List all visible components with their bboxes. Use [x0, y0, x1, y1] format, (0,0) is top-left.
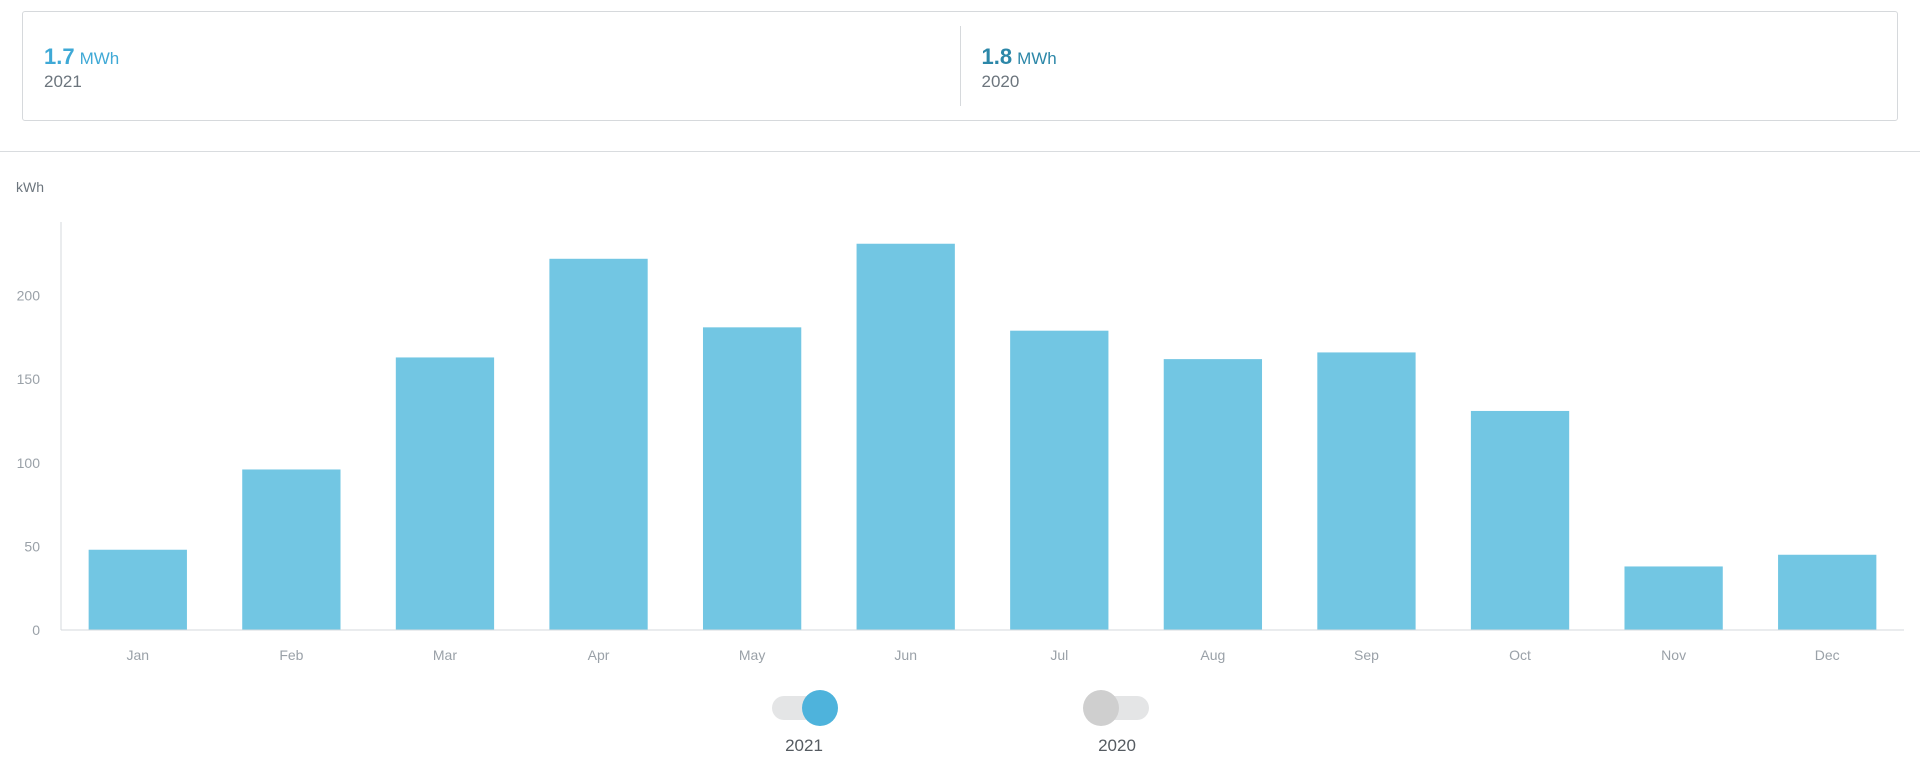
x-tick-label: Dec — [1815, 647, 1840, 663]
legend-label-2020: 2020 — [1098, 736, 1136, 755]
x-tick-label: Jul — [1050, 647, 1068, 663]
x-tick-label: Jun — [894, 647, 917, 663]
y-tick-label: 100 — [17, 455, 41, 471]
series-toggle-2021[interactable] — [772, 690, 838, 726]
y-tick-label: 50 — [24, 538, 40, 554]
y-axis-unit-label: kWh — [16, 179, 44, 195]
x-tick-label: Sep — [1354, 647, 1379, 663]
bar-may[interactable] — [702, 327, 802, 630]
x-tick-label: Nov — [1661, 647, 1686, 663]
x-tick-label: May — [739, 647, 765, 663]
x-tick-label: Mar — [433, 647, 457, 663]
bar-sep[interactable] — [1317, 352, 1416, 630]
bar-nov[interactable] — [1624, 566, 1723, 630]
bar-dec[interactable] — [1778, 554, 1877, 630]
x-axis-ticks: Jan Feb Mar Apr May Jun Jul Aug Sep Oct Nov Dec — [127, 647, 1840, 663]
toggle-knob — [802, 690, 838, 726]
series-toggle-2020[interactable] — [1083, 690, 1149, 726]
summary-unit: MWh — [1017, 49, 1057, 68]
legend-item-2021[interactable]: 2021 — [744, 690, 864, 756]
bar-apr[interactable] — [549, 258, 648, 630]
y-tick-label: 150 — [17, 371, 41, 387]
summary-unit: MWh — [79, 49, 120, 68]
summary-year: 2020 — [981, 72, 1020, 91]
y-tick-label: 200 — [17, 288, 41, 304]
bar-jun[interactable] — [856, 243, 955, 630]
summary-number: 1.8 — [981, 44, 1013, 69]
x-tick-label: Aug — [1200, 647, 1225, 663]
summary-value-2020: 1.8 MWh — [982, 46, 1898, 68]
x-tick-label: Feb — [279, 647, 303, 663]
x-tick-label: Oct — [1509, 647, 1531, 663]
legend-item-2020[interactable]: 2020 — [1057, 690, 1177, 756]
bar-mar[interactable] — [395, 357, 495, 630]
bar-oct[interactable] — [1470, 410, 1570, 630]
x-tick-label: Apr — [588, 647, 610, 663]
bar-aug[interactable] — [1163, 359, 1263, 630]
series-legend: 2021 2020 — [0, 690, 1920, 773]
section-divider — [0, 151, 1920, 152]
bar-jul[interactable] — [1010, 330, 1109, 630]
bar-jan[interactable] — [88, 549, 187, 630]
summary-2021: 1.7 MWh 2021 — [23, 12, 960, 120]
monthly-energy-bar-chart: kWh 0 50 100 150 200 Jan Feb Mar Apr May Jun Jul Au… — [16, 179, 1904, 663]
legend-label-2021: 2021 — [785, 736, 823, 755]
bar-feb[interactable] — [242, 469, 341, 630]
summary-number: 1.7 — [44, 44, 75, 69]
x-tick-label: Jan — [127, 647, 150, 663]
toggle-knob — [1083, 690, 1119, 726]
y-axis-ticks: 0 50 100 150 200 — [17, 288, 41, 638]
summary-value-2021: 1.7 MWh — [44, 46, 960, 68]
summary-card: 1.7 MWh 2021 1.8 MWh 2020 — [22, 11, 1898, 121]
summary-year: 2021 — [44, 72, 82, 91]
bars — [88, 243, 1877, 630]
summary-2020: 1.8 MWh 2020 — [959, 26, 1898, 106]
y-tick-label: 0 — [32, 622, 40, 638]
